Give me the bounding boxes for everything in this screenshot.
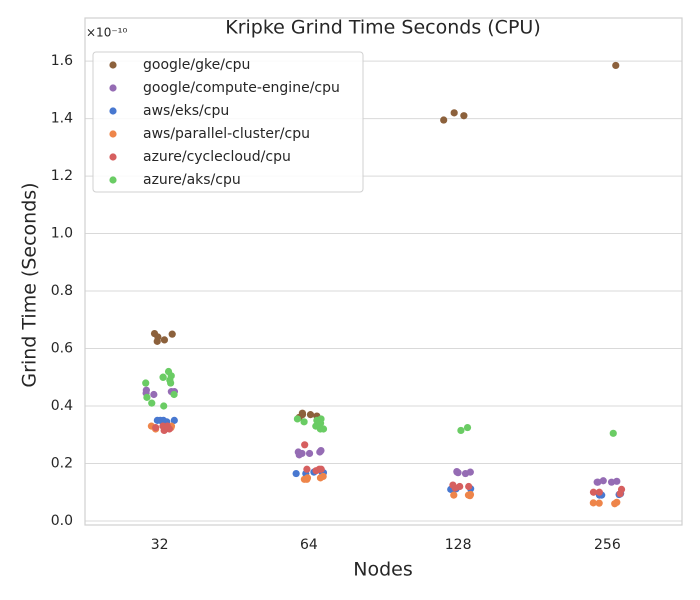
data-point xyxy=(589,488,598,496)
legend-marker xyxy=(109,153,117,161)
legend-label: azure/aks/cpu xyxy=(143,172,241,188)
data-point xyxy=(295,451,303,459)
data-point xyxy=(303,475,311,483)
data-point xyxy=(440,116,448,124)
legend-marker xyxy=(109,107,117,115)
data-point xyxy=(292,469,300,478)
data-point xyxy=(306,411,315,419)
data-point xyxy=(160,336,169,344)
data-point xyxy=(453,467,461,476)
data-point xyxy=(595,499,603,507)
y-tick-label: 0.0 xyxy=(51,513,73,529)
plot-frame xyxy=(84,17,683,526)
data-point xyxy=(316,419,325,427)
data-point xyxy=(152,423,160,432)
y-multiplier: ×10⁻¹⁰ xyxy=(86,26,127,40)
y-tick-label: 0.8 xyxy=(51,283,73,299)
data-point xyxy=(460,112,468,120)
data-point xyxy=(301,441,309,449)
data-point xyxy=(319,425,328,433)
data-point xyxy=(148,399,156,407)
x-tick-label: 32 xyxy=(151,537,169,553)
y-tick-label: 1.4 xyxy=(51,111,73,127)
data-point xyxy=(153,337,161,345)
legend-label: google/gke/cpu xyxy=(143,57,250,73)
data-point xyxy=(612,61,620,70)
data-point xyxy=(159,373,167,381)
legend-marker xyxy=(109,61,117,69)
data-point xyxy=(293,415,302,423)
y-tick-label: 0.4 xyxy=(51,398,73,414)
data-point xyxy=(613,477,621,485)
data-point xyxy=(142,379,150,387)
data-point xyxy=(317,465,325,473)
data-point xyxy=(160,402,168,410)
data-point xyxy=(461,469,470,478)
data-point xyxy=(465,482,473,491)
legend-label: google/compute-engine/cpu xyxy=(143,80,340,96)
legend-marker xyxy=(109,176,117,184)
x-axis-label: Nodes xyxy=(353,559,413,581)
data-point xyxy=(143,393,151,401)
data-point xyxy=(303,465,311,473)
legend-label: aws/parallel-cluster/cpu xyxy=(143,126,310,142)
y-tick-label: 1.0 xyxy=(51,226,73,242)
y-axis-label: Grind Time (Seconds) xyxy=(19,182,41,387)
data-point xyxy=(450,109,458,117)
data-point xyxy=(170,390,178,399)
y-tick-label: 0.2 xyxy=(51,455,73,471)
data-point xyxy=(457,426,465,435)
data-point xyxy=(163,422,172,430)
data-point xyxy=(319,472,327,481)
data-point xyxy=(589,499,597,507)
data-point xyxy=(466,490,475,499)
data-point xyxy=(317,446,325,455)
data-point xyxy=(611,500,619,508)
y-tick-label: 1.2 xyxy=(51,168,73,184)
data-point xyxy=(609,429,617,437)
x-tick-label: 128 xyxy=(445,537,472,553)
data-point xyxy=(300,418,308,426)
legend-marker xyxy=(109,84,117,92)
y-tick-label: 1.6 xyxy=(51,53,73,69)
data-point xyxy=(599,477,607,485)
x-tick-label: 64 xyxy=(300,537,318,553)
data-point xyxy=(170,416,178,424)
data-point xyxy=(167,372,175,380)
legend-label: azure/cyclecloud/cpu xyxy=(143,149,291,165)
legend-marker xyxy=(109,130,117,138)
data-point xyxy=(463,423,472,432)
data-point xyxy=(449,481,457,489)
legend-label: aws/eks/cpu xyxy=(143,103,229,119)
data-point xyxy=(167,379,175,387)
y-tick-label: 0.6 xyxy=(51,341,73,357)
data-point xyxy=(305,449,314,458)
data-point xyxy=(168,330,176,338)
data-point xyxy=(593,478,601,486)
data-point xyxy=(450,491,458,499)
data-point xyxy=(153,416,161,424)
data-point xyxy=(595,488,603,496)
data-point xyxy=(150,390,158,399)
x-tick-label: 256 xyxy=(594,537,621,553)
chart-title: Kripke Grind Time Seconds (CPU) xyxy=(225,17,540,39)
data-point xyxy=(617,485,626,493)
legend-box xyxy=(92,51,364,193)
